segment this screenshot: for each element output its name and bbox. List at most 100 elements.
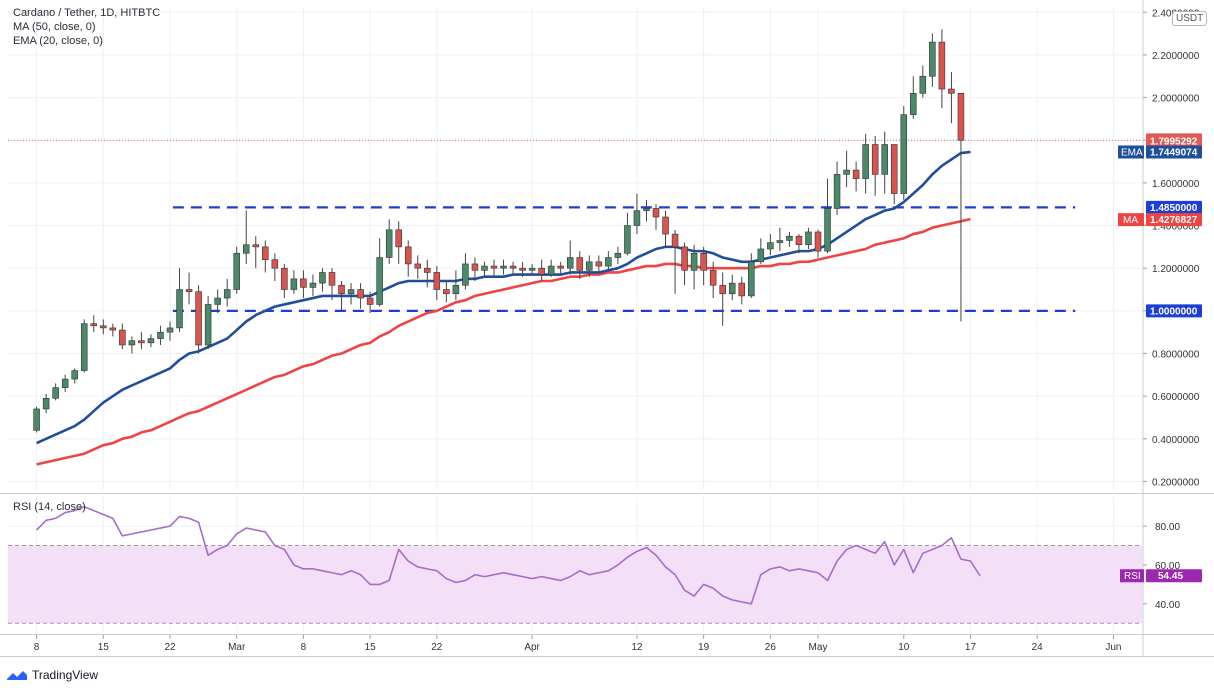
y-tick-label: 0.2000000	[1152, 477, 1200, 488]
candle	[881, 131, 888, 194]
candle-body	[42, 397, 50, 410]
candle	[652, 204, 660, 230]
candle-body	[424, 267, 431, 273]
candle-body	[262, 246, 269, 260]
axis-tags: 1.799529206:56:481.7449074EMA1.48500001.…	[1118, 133, 1202, 583]
candle-body	[233, 252, 240, 290]
candle-body	[157, 331, 164, 339]
candle-body	[462, 263, 469, 286]
candle	[90, 315, 98, 333]
y-tick-label: 0.6000000	[1152, 392, 1200, 403]
candle-body	[862, 144, 869, 179]
candle-body	[843, 169, 850, 175]
pane-frames	[0, 0, 1214, 657]
rsi-tag-value: 54.45	[1158, 571, 1183, 582]
candle-body	[33, 408, 40, 431]
candle-body	[395, 229, 402, 248]
candle-body	[185, 289, 193, 292]
tradingview-branding[interactable]: TradingView	[6, 668, 98, 682]
candle-body	[52, 387, 59, 399]
candle-body	[881, 144, 888, 175]
candle-body	[748, 261, 755, 297]
candle-body	[119, 329, 126, 346]
candle-body	[376, 257, 383, 305]
candle-body	[719, 284, 726, 295]
candle-body	[300, 278, 307, 288]
candle-body	[242, 244, 250, 254]
rsi-band	[8, 545, 1142, 624]
candle	[61, 374, 69, 392]
candle	[33, 406, 40, 433]
candle	[395, 221, 402, 264]
candle-body	[519, 267, 526, 271]
candle-body	[776, 240, 784, 243]
rsi-tag-bg	[1146, 569, 1202, 583]
ema-legend[interactable]: EMA (20, close, 0)	[13, 35, 103, 47]
x-tick-label: 8	[34, 642, 40, 653]
candle	[385, 219, 393, 264]
candle	[300, 270, 307, 299]
candle	[919, 65, 927, 98]
candle-body	[547, 265, 555, 275]
candle-body	[404, 246, 412, 265]
y-tick-label: 0.4000000	[1152, 435, 1200, 446]
x-tick-label: 22	[164, 642, 176, 653]
candle-body	[443, 289, 450, 295]
candle	[957, 93, 965, 322]
candle	[700, 246, 707, 286]
candle-body	[900, 114, 908, 194]
candle-body	[690, 252, 698, 271]
y-tick-label: 1.2000000	[1152, 264, 1200, 275]
currency-badge[interactable]: USDT	[1172, 11, 1208, 26]
candle	[910, 76, 917, 119]
candle	[738, 276, 746, 305]
tradingview-brand-text: TradingView	[32, 668, 99, 682]
rsi-side-label: RSI	[1124, 571, 1141, 582]
candle	[566, 240, 574, 275]
x-tick-label: Jun	[1105, 642, 1121, 653]
candle-body	[709, 270, 717, 286]
ma-legend[interactable]: MA (50, close, 0)	[13, 21, 96, 33]
ma-line	[36, 217, 971, 466]
candle-body	[948, 88, 955, 94]
candle	[338, 280, 345, 311]
candle-body	[814, 231, 822, 252]
candle	[786, 231, 793, 247]
y-tick-label: 2.0000000	[1152, 94, 1200, 105]
candle	[643, 199, 650, 222]
x-tick-label: Apr	[524, 642, 540, 653]
rsi-series-line	[36, 505, 981, 605]
candle	[890, 144, 898, 205]
candle-body	[805, 231, 812, 246]
candle	[557, 261, 564, 275]
tradingview-logo-icon	[7, 671, 27, 680]
candle	[862, 133, 869, 194]
candle	[347, 283, 355, 305]
level-tag-bg	[1146, 200, 1202, 214]
candle-body	[576, 257, 584, 271]
candle	[242, 210, 250, 264]
candle	[424, 259, 431, 288]
x-tick-label: Mar	[228, 642, 246, 653]
candle-body	[204, 304, 212, 346]
candle-body	[624, 225, 631, 254]
time-axis[interactable]: 8 15 22 Mar 8 15 22 Apr 12 19 26 May 10 17 24 Jun	[34, 635, 1122, 653]
candle	[462, 253, 469, 290]
candle-body	[328, 272, 336, 286]
candle	[681, 242, 688, 286]
candle	[795, 234, 803, 254]
ma-tag-value: 1.4276827	[1150, 215, 1198, 226]
candle-body	[557, 265, 564, 269]
candle-body	[700, 252, 707, 271]
candle	[728, 274, 736, 301]
candle-body	[309, 282, 317, 288]
candle	[824, 178, 831, 254]
candle-body	[452, 284, 460, 295]
candle	[633, 193, 641, 235]
candle	[709, 261, 717, 299]
candle-body	[566, 257, 574, 269]
candle	[176, 268, 183, 333]
rsi-legend[interactable]: RSI (14, close)	[13, 501, 86, 513]
candle-body	[919, 75, 927, 94]
